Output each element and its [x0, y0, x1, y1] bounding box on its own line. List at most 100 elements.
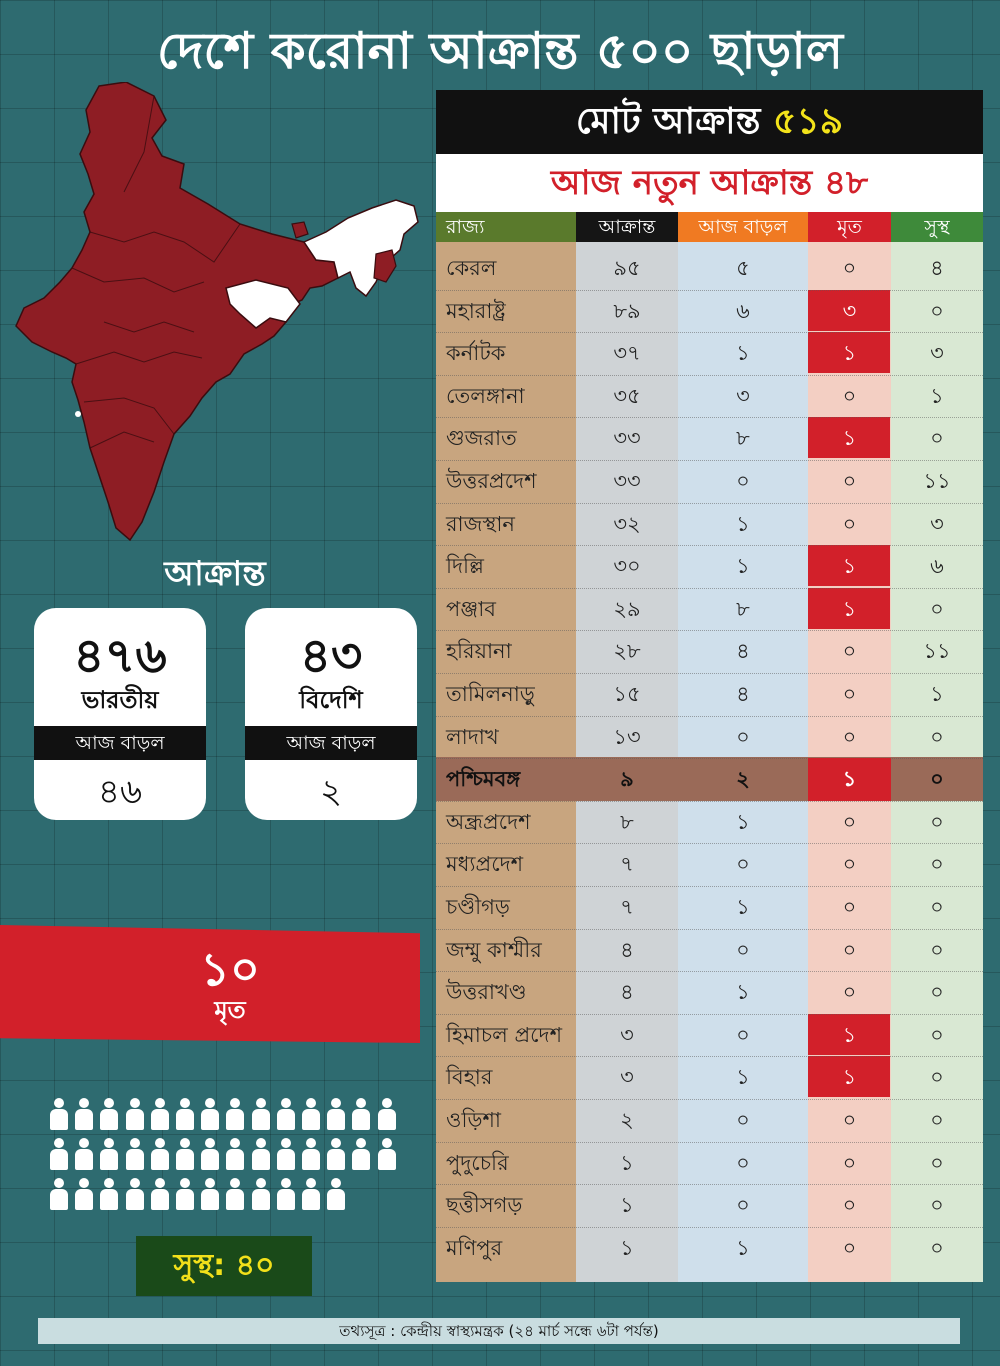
table-cell-cases: ৩৩ — [613, 469, 641, 493]
row-divider — [436, 1099, 983, 1100]
table-cell-deaths: ০ — [842, 980, 857, 1005]
table-cell-deaths: ১ — [842, 426, 857, 451]
row-divider — [436, 673, 983, 674]
table-cell-recovered: ০ — [930, 1022, 944, 1047]
table-cell-today: ৮ — [736, 596, 750, 621]
table-cell-cases: ৩ — [620, 1065, 634, 1090]
row-divider — [436, 886, 983, 887]
new-cases-header: আজ নতুন আক্রান্ত ৪৮ — [436, 154, 983, 212]
person-icon — [377, 1098, 396, 1130]
sikkim-affected-region — [291, 221, 309, 239]
person-icon — [352, 1138, 371, 1170]
row-divider — [436, 971, 983, 973]
table-cell-recovered: ০ — [930, 1108, 944, 1132]
table-cell-deaths: ০ — [842, 469, 857, 493]
table-cell-deaths: ০ — [842, 809, 857, 834]
table-cell-state: তামিলনাড়ু — [446, 682, 535, 706]
table-cell-recovered: ০ — [930, 1193, 944, 1218]
table-cell-deaths: ১ — [842, 341, 857, 366]
table-cell-today: ৩ — [736, 383, 750, 408]
deaths-label: মৃত — [214, 996, 246, 1024]
table-cell-today: ১ — [736, 554, 750, 579]
table-cell-recovered: ০ — [930, 724, 944, 749]
person-icon — [125, 1138, 144, 1170]
table-cell-state: কেরল — [446, 256, 497, 280]
column-bg-recovered — [891, 212, 983, 1282]
person-icon — [327, 1138, 346, 1170]
table-cell-recovered: ০ — [930, 809, 944, 834]
table-cell-deaths: ০ — [842, 383, 857, 408]
column-header-state: রাজ্য — [436, 212, 576, 242]
table-cell-state: জম্মু কাশ্মীর — [446, 937, 542, 962]
table-cell-cases: ৩৫ — [613, 383, 641, 408]
table-cell-state: হরিয়ানা — [446, 639, 512, 664]
table-cell-today: ০ — [736, 1150, 750, 1175]
row-divider — [436, 460, 983, 461]
person-icon — [201, 1138, 220, 1170]
table-cell-recovered: ১ — [930, 682, 944, 706]
table-cell-recovered: ০ — [930, 1150, 944, 1175]
row-divider — [436, 1056, 983, 1058]
table-cell-state: কর্নাটক — [446, 341, 506, 366]
person-icon — [75, 1178, 94, 1210]
table-cell-deaths: ০ — [842, 1150, 857, 1175]
total-label: মোট আক্রান্ত — [575, 101, 761, 142]
source-note: তথ্যসূত্র : কেন্দ্রীয় স্বাস্থ্যমন্ত্রক … — [38, 1318, 960, 1344]
deaths-count: ১০ — [200, 942, 260, 996]
table-cell-state: পুদুচেরি — [446, 1150, 509, 1175]
table-cell-today: ০ — [736, 937, 750, 962]
table-cell-deaths: ০ — [842, 682, 857, 706]
row-divider — [436, 843, 983, 845]
table-cell-state: দিল্লি — [446, 554, 484, 579]
person-icon — [100, 1098, 119, 1130]
table-cell-recovered: ০ — [930, 895, 944, 919]
table-cell-today: ০ — [736, 724, 750, 749]
person-icon — [125, 1098, 144, 1130]
person-icon — [251, 1178, 270, 1210]
table-cell-today: ১ — [736, 895, 750, 919]
total-header: মোট আক্রান্ত ৫১৯ — [436, 90, 983, 154]
person-icon — [377, 1138, 396, 1170]
page-title: দেশে করোনা আক্রান্ত ৫০০ ছাড়াল — [156, 22, 844, 80]
table-cell-recovered: ৬ — [930, 554, 944, 579]
row-divider — [436, 417, 983, 419]
table-cell-recovered: ০ — [930, 980, 944, 1005]
table-cell-cases: ৯ — [620, 767, 634, 792]
table-cell-deaths: ০ — [842, 1193, 857, 1218]
table-cell-deaths: ০ — [842, 256, 857, 280]
row-divider — [436, 502, 983, 504]
table-cell-recovered: ০ — [930, 298, 944, 323]
person-icon — [176, 1138, 194, 1170]
table-cell-today: ০ — [736, 852, 750, 877]
table-cell-cases: ৩৩ — [613, 426, 641, 451]
person-icon — [302, 1178, 320, 1210]
table-cell-state: ছত্তীসগড় — [446, 1193, 523, 1218]
row-divider — [436, 800, 983, 802]
table-cell-today: ১ — [736, 809, 750, 834]
person-icon — [75, 1138, 94, 1170]
death-highlight — [808, 332, 890, 374]
row-divider — [436, 332, 983, 334]
table-cell-recovered: ৩ — [930, 341, 944, 366]
row-divider — [436, 545, 983, 547]
row-divider — [436, 1226, 983, 1228]
goa-unaffected-dot — [75, 411, 81, 417]
table-cell-cases: ৩৭ — [613, 341, 641, 366]
table-cell-deaths: ০ — [842, 852, 857, 877]
person-icon — [150, 1138, 169, 1170]
row-divider — [436, 1184, 983, 1186]
table-cell-recovered: ৩ — [930, 511, 944, 536]
column-bg-today — [678, 212, 808, 1282]
person-icon — [201, 1178, 220, 1210]
table-cell-cases: ১ — [620, 1193, 634, 1218]
table-cell-cases: ২ — [620, 1108, 634, 1132]
table-cell-today: ০ — [736, 1193, 750, 1218]
table-cell-today: ৪ — [736, 639, 750, 664]
table-cell-cases: ৯৫ — [613, 256, 641, 280]
column-bg-state — [436, 212, 576, 1282]
recovered-badge: সুস্থ: ৪০ — [136, 1236, 312, 1296]
table-cell-state: লাদাখ — [446, 724, 499, 749]
column-header-cases: আক্রান্ত — [576, 212, 678, 242]
state-table: মোট আক্রান্ত ৫১৯ আজ নতুন আক্রান্ত ৪৮ রাজ… — [436, 90, 983, 1282]
death-highlight — [808, 417, 890, 459]
